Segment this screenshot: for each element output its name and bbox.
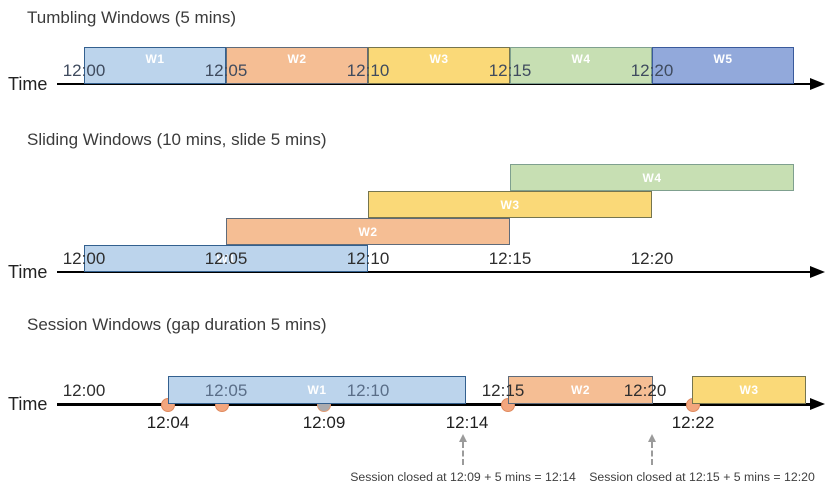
window-box-w1: W1 [84, 245, 368, 272]
window-label: W3 [429, 52, 449, 66]
window-box-w3: W3 [368, 191, 652, 218]
tick-label: 12:15 [481, 381, 525, 400]
window-box-w2: W2 [226, 47, 368, 84]
tick-label: 12:05 [204, 61, 248, 80]
window-label: W2 [571, 383, 590, 397]
tick-label: 12:10 [346, 61, 390, 80]
window-box-w1: W1 [168, 376, 466, 404]
section-title-sliding: Sliding Windows (10 mins, slide 5 mins) [27, 130, 327, 149]
timeline-arrowhead-icon [810, 398, 825, 410]
window-label: W2 [287, 52, 307, 66]
annotation-arrow-dash [462, 442, 464, 465]
window-box-w3: W3 [692, 376, 806, 404]
session-closed-note: Session closed at 12:09 + 5 mins = 12:14 [350, 470, 576, 484]
window-label: W3 [500, 197, 520, 212]
event-time-label: 12:14 [445, 413, 489, 432]
tick-label: 12:05 [204, 381, 248, 400]
tick-label: 12:05 [204, 249, 248, 268]
timeline [57, 403, 813, 406]
annotation-arrow-up-icon [459, 434, 467, 442]
timeline [57, 83, 813, 85]
tick-label: 12:10 [346, 249, 390, 268]
event-time-label: 12:09 [302, 413, 346, 432]
window-box-w1: W1 [84, 47, 226, 84]
tick-label: 12:00 [62, 61, 106, 80]
window-label: W2 [358, 224, 378, 239]
time-axis-label: Time [8, 394, 48, 414]
window-label: W1 [307, 383, 327, 397]
window-box-w2: W2 [508, 376, 653, 404]
window-box-w4: W4 [510, 47, 652, 84]
window-label: W5 [713, 52, 733, 66]
tick-label: 12:15 [488, 61, 532, 80]
timeline [57, 271, 813, 273]
time-axis-label: Time [8, 262, 48, 282]
tick-label: 12:20 [630, 61, 674, 80]
timeline-arrowhead-icon [810, 78, 825, 90]
window-label: W4 [571, 52, 591, 66]
window-box-w4: W4 [510, 164, 794, 191]
annotation-arrow-up-icon [648, 434, 656, 442]
window-label: W1 [216, 251, 236, 266]
window-label: W4 [642, 170, 662, 185]
window-box-w2: W2 [226, 218, 510, 245]
time-axis-label: Time [8, 74, 48, 94]
session-closed-note: Session closed at 12:15 + 5 mins = 12:20 [589, 470, 815, 484]
tick-label: 12:20 [630, 249, 674, 268]
tick-label: 12:00 [62, 381, 106, 400]
event-time-label: 12:22 [671, 413, 715, 432]
tick-label: 12:20 [623, 381, 667, 400]
event-time-label: 12:04 [146, 413, 190, 432]
tick-label: 12:10 [346, 381, 390, 400]
window-label: W3 [739, 383, 759, 397]
window-box-w5: W5 [652, 47, 794, 84]
window-label: W1 [145, 52, 165, 66]
window-box-w3: W3 [368, 47, 510, 84]
annotation-arrow-dash [651, 442, 653, 465]
tick-label: 12:15 [488, 249, 532, 268]
section-title-tumbling: Tumbling Windows (5 mins) [27, 8, 237, 27]
section-title-session: Session Windows (gap duration 5 mins) [27, 315, 327, 334]
tick-label: 12:00 [62, 249, 106, 268]
timeline-arrowhead-icon [810, 266, 825, 278]
